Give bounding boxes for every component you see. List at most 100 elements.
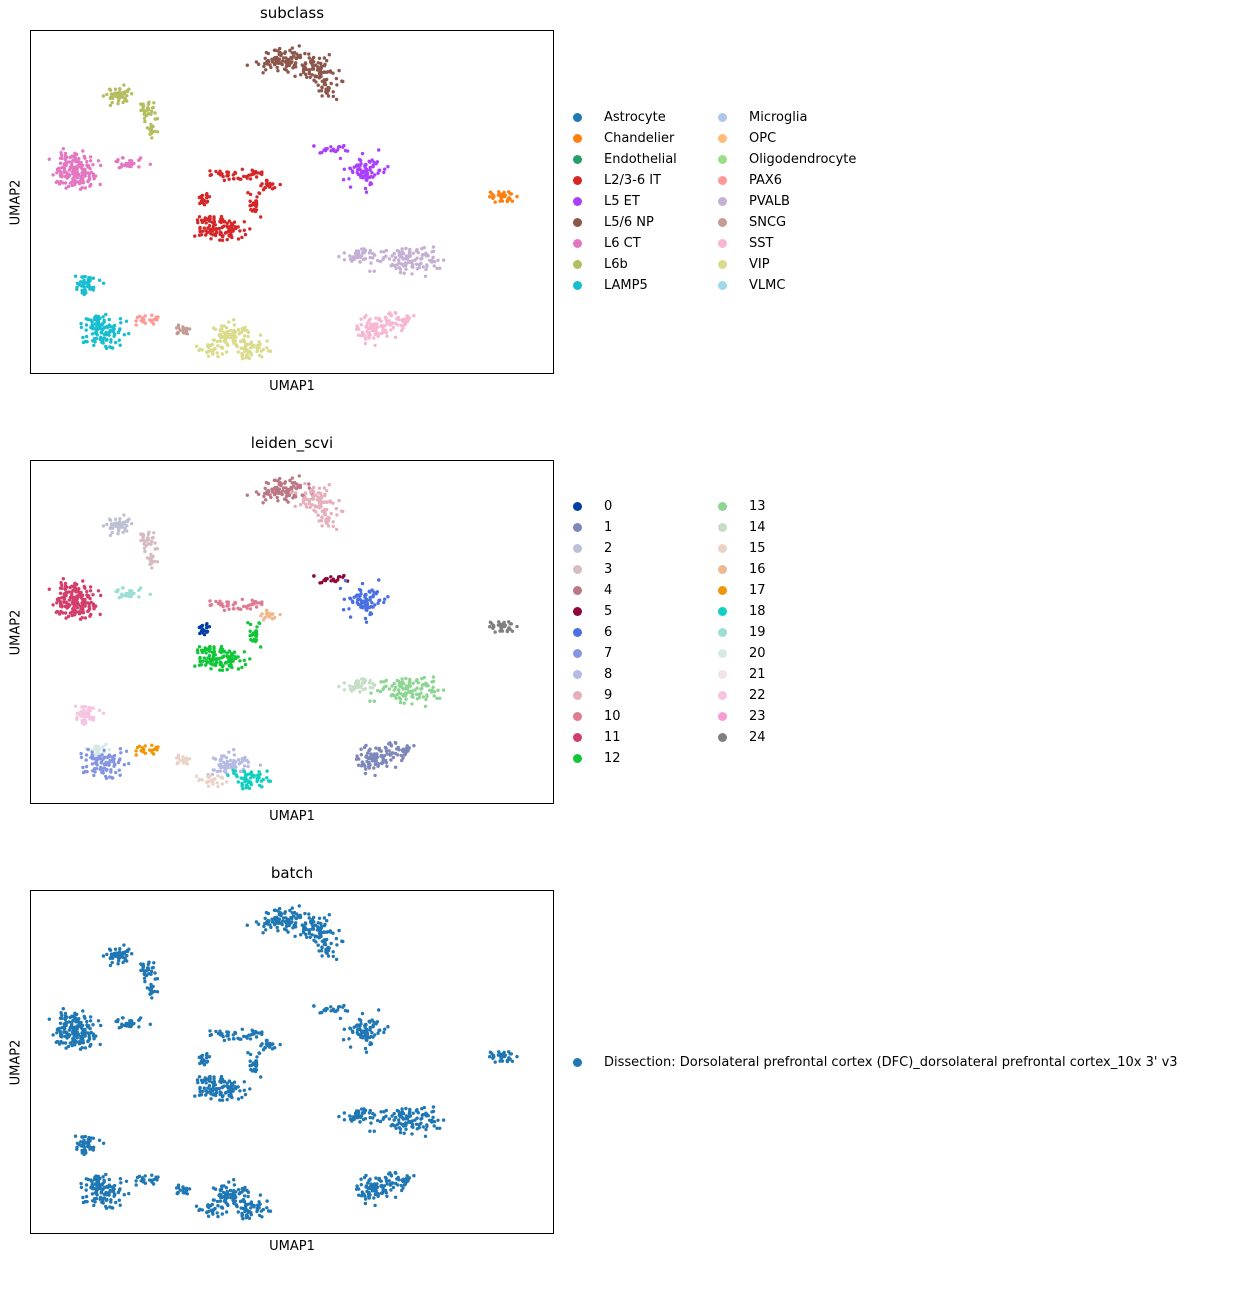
cell-point xyxy=(252,775,256,779)
cell-point xyxy=(273,61,278,65)
cell-point xyxy=(331,501,335,505)
cell-point xyxy=(107,747,112,752)
cell-point xyxy=(293,65,297,69)
cell-point xyxy=(83,174,87,178)
cell-point xyxy=(363,616,368,621)
cell-point xyxy=(226,1203,230,1208)
cell-point xyxy=(404,1121,408,1125)
legend-label: 12 xyxy=(604,751,621,766)
cell-point xyxy=(259,779,263,783)
cell-point xyxy=(184,326,189,330)
cell-point xyxy=(415,1127,419,1131)
cell-point xyxy=(238,1199,243,1204)
cell-point xyxy=(288,478,292,483)
cell-point xyxy=(94,1175,99,1180)
cell-point xyxy=(225,667,229,672)
cell-point xyxy=(218,232,222,237)
cell-point xyxy=(415,1116,419,1120)
cell-point xyxy=(411,251,415,255)
cell-point xyxy=(207,1055,212,1059)
cell-point xyxy=(81,705,85,709)
cell-point xyxy=(93,331,97,335)
cell-point xyxy=(218,238,222,242)
cell-point xyxy=(307,71,312,76)
cell-point xyxy=(401,326,405,330)
cell-point xyxy=(284,494,289,498)
cell-point xyxy=(213,223,217,227)
cell-point xyxy=(90,1192,95,1196)
cell-point xyxy=(351,686,355,690)
cell-point xyxy=(222,224,226,228)
legend-label: 16 xyxy=(749,562,766,577)
cell-point xyxy=(92,174,96,179)
cell-point xyxy=(214,657,218,661)
cell-point xyxy=(64,1016,68,1020)
cell-point xyxy=(139,156,143,160)
cell-point xyxy=(104,1204,108,1209)
cell-point xyxy=(337,68,341,73)
cell-point xyxy=(100,1200,104,1204)
cell-point xyxy=(232,650,237,654)
cell-point xyxy=(104,742,108,747)
cell-point xyxy=(68,611,73,615)
cell-point xyxy=(92,1034,96,1039)
cell-point xyxy=(309,490,313,495)
cell-point xyxy=(348,167,353,171)
cell-point xyxy=(368,269,372,273)
cell-point xyxy=(59,173,63,177)
cell-point xyxy=(441,258,446,262)
cell-point xyxy=(87,178,91,182)
cell-point xyxy=(415,256,419,260)
cell-point xyxy=(331,931,335,935)
cell-point xyxy=(371,1116,375,1120)
cell-point xyxy=(202,226,206,230)
cell-point xyxy=(510,1059,515,1063)
legend-label: VIP xyxy=(749,257,770,272)
cell-point xyxy=(85,593,89,597)
cell-point xyxy=(397,1178,401,1182)
cell-point xyxy=(266,488,270,493)
cell-point xyxy=(387,319,391,323)
cell-point xyxy=(397,1118,401,1122)
cell-point xyxy=(341,79,345,84)
cell-point xyxy=(331,520,335,524)
cell-point xyxy=(423,704,428,708)
cell-point xyxy=(273,491,278,495)
cell-point xyxy=(75,717,79,721)
cell-point xyxy=(286,500,290,504)
cell-point xyxy=(226,335,230,340)
cell-point xyxy=(209,778,214,782)
cell-point xyxy=(403,687,407,691)
cell-point xyxy=(221,330,226,335)
cell-point xyxy=(227,607,231,611)
cell-point xyxy=(238,331,243,335)
cell-point xyxy=(51,173,55,177)
cell-point xyxy=(368,1129,372,1133)
cell-point xyxy=(118,517,122,521)
cell-point xyxy=(63,1041,68,1045)
cell-point xyxy=(493,630,497,634)
cell-point xyxy=(375,160,380,164)
cell-point xyxy=(304,502,308,506)
cell-point xyxy=(393,1181,398,1186)
cell-point xyxy=(378,689,383,694)
cell-point xyxy=(153,547,157,551)
cell-point xyxy=(343,578,348,583)
cell-point xyxy=(337,145,342,149)
cell-point xyxy=(395,1123,399,1127)
cell-point xyxy=(307,52,311,56)
cell-point xyxy=(224,1210,229,1214)
cell-point xyxy=(198,229,202,234)
cell-point xyxy=(63,604,67,609)
cell-point xyxy=(193,234,197,238)
cell-point xyxy=(383,597,387,601)
cell-point xyxy=(408,1107,412,1112)
cell-point xyxy=(382,250,386,254)
cell-point xyxy=(181,759,185,764)
cell-point xyxy=(229,233,233,237)
cell-point xyxy=(262,64,266,69)
cell-point xyxy=(108,533,113,538)
cell-point xyxy=(389,1174,394,1178)
cell-point xyxy=(117,1188,122,1192)
cell-point xyxy=(492,195,496,199)
